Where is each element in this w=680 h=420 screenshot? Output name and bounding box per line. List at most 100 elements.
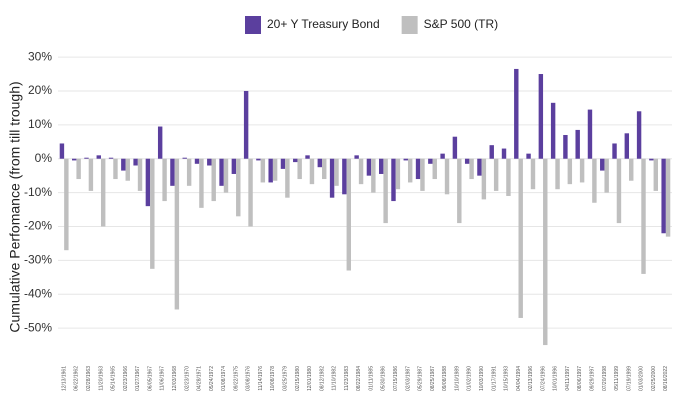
bar xyxy=(317,158,323,168)
x-tick-label: 08/06/1997 xyxy=(577,366,583,391)
bar xyxy=(71,158,77,161)
bar xyxy=(59,143,65,159)
bar xyxy=(641,158,646,274)
bar xyxy=(481,158,487,200)
bar xyxy=(661,158,666,234)
x-tick-label: 10/10/1989 xyxy=(454,366,460,391)
y-tick-label: 20% xyxy=(28,83,52,97)
bar xyxy=(530,158,536,190)
x-tick-label: 01/08/1974 xyxy=(221,366,227,391)
x-tick-label: 01/27/1967 xyxy=(135,366,141,391)
bar xyxy=(538,74,544,159)
bar xyxy=(579,158,585,183)
bar xyxy=(469,158,474,180)
bar xyxy=(248,158,253,227)
bar xyxy=(174,158,180,310)
legend-swatch xyxy=(245,16,261,34)
bar xyxy=(649,158,654,161)
bar xyxy=(653,158,659,191)
bar xyxy=(457,158,462,224)
bar xyxy=(293,158,298,163)
bar xyxy=(76,158,81,180)
x-tick-label: 08/25/1987 xyxy=(430,366,436,391)
x-tick-label: 02/15/1980 xyxy=(295,366,301,391)
bar xyxy=(88,158,94,191)
bar xyxy=(170,158,175,186)
bar xyxy=(600,158,605,171)
y-tick-label: 30% xyxy=(28,49,52,63)
bar xyxy=(211,158,216,202)
x-tick-label: 05/30/1986 xyxy=(381,366,387,391)
bar xyxy=(403,158,408,161)
x-tick-label: 02/13/1996 xyxy=(528,366,534,391)
bar xyxy=(575,129,580,159)
x-tick-label: 07/24/1996 xyxy=(540,366,546,391)
x-tick-label: 05/29/1987 xyxy=(418,366,424,391)
bar xyxy=(501,148,507,159)
x-tick-label: 03/25/1979 xyxy=(283,366,289,391)
x-tick-label: 02/25/2000 xyxy=(651,366,657,391)
bar xyxy=(592,158,597,203)
bar xyxy=(464,158,470,164)
x-tick-label: 09/22/1975 xyxy=(233,366,239,391)
bar xyxy=(567,158,573,185)
bar xyxy=(297,158,302,180)
legend-label: S&P 500 (TR) xyxy=(424,17,498,31)
bar xyxy=(452,136,458,159)
bar xyxy=(236,158,241,217)
bar xyxy=(125,158,130,181)
bar xyxy=(432,158,437,180)
x-tick-label: 07/19/1999 xyxy=(626,366,632,391)
x-tick-label: 09/08/1988 xyxy=(442,366,448,391)
x-tick-label: 02/03/1987 xyxy=(405,366,411,391)
y-axis-label: Cumulative Perfomance (from till trough) xyxy=(7,81,23,332)
bar xyxy=(96,155,101,159)
bar xyxy=(322,158,327,180)
x-tick-label: 10/08/1978 xyxy=(270,366,276,391)
bar xyxy=(260,158,266,183)
x-tick-label: 11/10/1982 xyxy=(332,366,338,391)
bar xyxy=(182,157,187,159)
y-tick-label: -10% xyxy=(24,185,52,199)
x-tick-label: 08/12/1982 xyxy=(319,366,325,391)
x-tick-label: 12/01/1980 xyxy=(307,366,313,391)
bar xyxy=(629,158,634,181)
x-tick-label: 08/16/2022 xyxy=(663,366,669,391)
x-tick-label: 04/28/1971 xyxy=(197,366,203,391)
bar xyxy=(587,109,593,159)
y-tick-label: 10% xyxy=(28,117,52,131)
bar xyxy=(395,158,401,190)
bar xyxy=(108,157,114,159)
x-tick-label: 04/04/1994 xyxy=(516,366,522,391)
bar xyxy=(256,158,261,161)
bar xyxy=(100,158,106,227)
bar xyxy=(624,133,630,159)
bar xyxy=(194,158,200,164)
x-tick-label: 01/03/2000 xyxy=(639,366,645,391)
bar xyxy=(199,158,204,208)
bar xyxy=(268,158,273,183)
bar xyxy=(506,158,511,196)
bar xyxy=(391,158,396,202)
bar xyxy=(223,158,229,193)
y-tick-label: -20% xyxy=(24,219,52,233)
y-tick-label: -30% xyxy=(24,253,52,267)
bar xyxy=(207,158,212,166)
bar xyxy=(186,158,192,186)
bar xyxy=(346,158,352,271)
bar xyxy=(514,68,519,159)
x-tick-label: 06/05/1967 xyxy=(147,366,153,391)
x-tick-label: 05/14/1965 xyxy=(111,366,117,391)
bar xyxy=(440,153,445,159)
bar xyxy=(150,158,155,269)
x-tick-label: 01/11/1985 xyxy=(368,366,374,391)
bar xyxy=(219,158,224,186)
bar xyxy=(272,158,278,181)
x-tick-label: 12/13/1961 xyxy=(61,366,67,391)
x-tick-label: 02/28/1963 xyxy=(86,366,92,391)
x-tick-label: 03/08/1976 xyxy=(246,366,252,391)
bar xyxy=(665,158,671,237)
bar xyxy=(378,158,384,174)
bar xyxy=(518,158,523,318)
bar xyxy=(309,158,315,185)
